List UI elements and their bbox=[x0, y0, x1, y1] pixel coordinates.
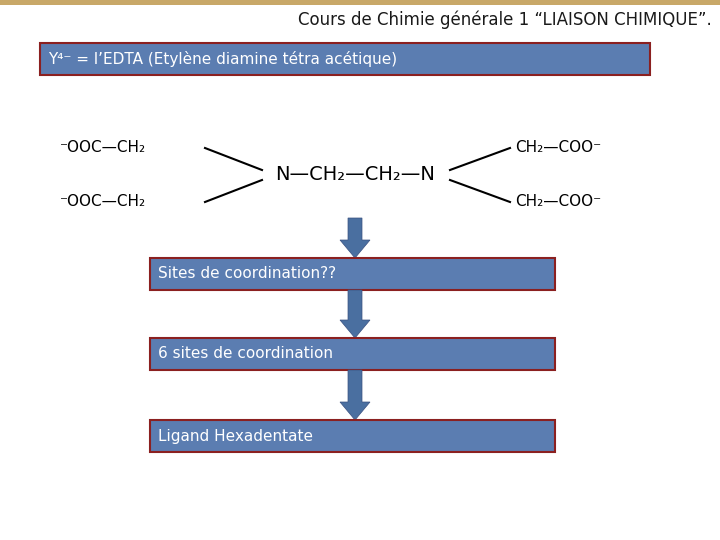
Text: Ligand Hexadentate: Ligand Hexadentate bbox=[158, 429, 313, 443]
Text: Sites de coordination??: Sites de coordination?? bbox=[158, 267, 336, 281]
Text: Y⁴⁻ = l’EDTA (Etylène diamine tétra acétique): Y⁴⁻ = l’EDTA (Etylène diamine tétra acét… bbox=[48, 51, 397, 67]
FancyBboxPatch shape bbox=[150, 420, 555, 452]
Text: 6 sites de coordination: 6 sites de coordination bbox=[158, 347, 333, 361]
Text: N—CH₂—CH₂—N: N—CH₂—CH₂—N bbox=[275, 165, 435, 185]
FancyBboxPatch shape bbox=[150, 258, 555, 290]
Polygon shape bbox=[340, 218, 370, 258]
Text: Cours de Chimie générale 1 “LIAISON CHIMIQUE”.: Cours de Chimie générale 1 “LIAISON CHIM… bbox=[298, 11, 712, 29]
FancyBboxPatch shape bbox=[150, 338, 555, 370]
Polygon shape bbox=[340, 370, 370, 420]
FancyBboxPatch shape bbox=[40, 43, 650, 75]
Text: CH₂—COO⁻: CH₂—COO⁻ bbox=[515, 194, 601, 210]
Text: ⁻OOC—CH₂: ⁻OOC—CH₂ bbox=[60, 194, 146, 210]
Text: CH₂—COO⁻: CH₂—COO⁻ bbox=[515, 140, 601, 156]
Polygon shape bbox=[340, 290, 370, 338]
Text: ⁻OOC—CH₂: ⁻OOC—CH₂ bbox=[60, 140, 146, 156]
Bar bbox=[0, 0, 720, 5]
